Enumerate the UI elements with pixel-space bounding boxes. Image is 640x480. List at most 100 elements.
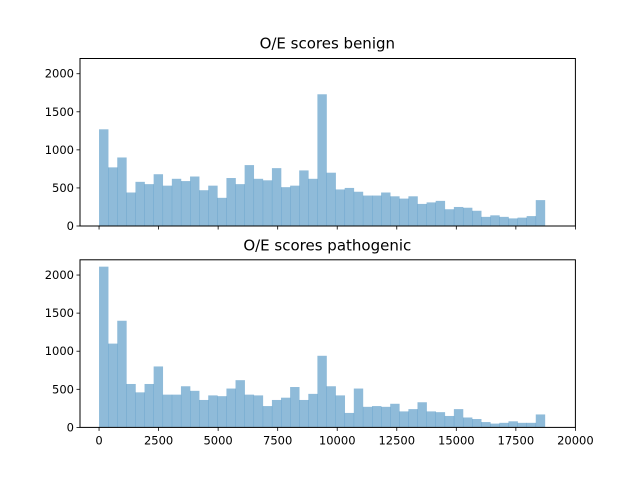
pathogenic-bar: [299, 399, 309, 428]
pathogenic-y-tick-label: 1500: [45, 306, 74, 320]
pathogenic-bar: [499, 422, 509, 428]
benign-y-ticks: 0 500 1000 1500 2000: [45, 67, 80, 233]
benign-bar: [362, 195, 373, 226]
pathogenic-y-tick-label: 500: [52, 382, 74, 396]
benign-bar: [299, 170, 309, 226]
pathogenic-bar: [444, 415, 455, 428]
pathogenic-bar: [535, 414, 546, 428]
benign-bar: [217, 197, 227, 226]
benign-bar: [435, 200, 446, 227]
pathogenic-bar: [180, 386, 191, 428]
benign-bar: [171, 178, 182, 226]
pathogenic-bar: [390, 403, 400, 428]
benign-y-tick-label: 500: [52, 181, 74, 195]
pathogenic-x-tick-label: 7500: [263, 433, 292, 447]
benign-bar: [499, 216, 509, 226]
pathogenic-bars: [99, 266, 546, 428]
benign-x-ticks: [98, 226, 576, 230]
pathogenic-bar: [117, 320, 127, 428]
pathogenic-bar: [335, 395, 346, 428]
benign-bars: [99, 94, 546, 227]
benign-bar: [199, 190, 209, 226]
pathogenic-bar: [199, 399, 209, 428]
pathogenic-x-tick-label: 17500: [498, 433, 535, 447]
benign-y-tick-label: 0: [67, 219, 74, 233]
pathogenic-y-tick-label: 1000: [45, 344, 74, 358]
pathogenic-x-tick-label: 15000: [438, 433, 475, 447]
benign-bar: [262, 180, 273, 226]
benign-bar: [308, 178, 318, 226]
benign-bar: [135, 181, 145, 226]
benign-bar: [481, 216, 491, 226]
pathogenic-x-tick-label: 0: [95, 433, 102, 447]
benign-histogram-axes: O/E scores benign 0 500 1000 1500 2000: [45, 35, 576, 233]
pathogenic-bar: [308, 393, 318, 428]
pathogenic-bar: [353, 388, 364, 428]
pathogenic-x-tick-label: 2500: [144, 433, 173, 447]
benign-bar: [235, 184, 245, 227]
pathogenic-bar: [162, 394, 173, 428]
benign-bar: [108, 167, 118, 227]
pathogenic-bar: [262, 406, 273, 428]
pathogenic-bar: [408, 409, 418, 428]
benign-bar: [426, 202, 436, 226]
benign-bar: [290, 185, 300, 226]
pathogenic-bar: [344, 412, 355, 428]
pathogenic-bar: [453, 409, 464, 428]
benign-bar: [417, 203, 427, 226]
benign-bar: [472, 210, 482, 226]
pathogenic-x-tick-label: 5000: [203, 433, 232, 447]
benign-bar: [271, 168, 282, 226]
pathogenic-bar: [362, 406, 373, 428]
pathogenic-bar: [381, 406, 391, 428]
benign-bar: [208, 185, 218, 226]
pathogenic-x-tick-label: 12500: [378, 433, 415, 447]
pathogenic-bar: [253, 395, 264, 428]
benign-bar: [190, 176, 200, 226]
benign-bar: [390, 196, 400, 226]
benign-bar: [244, 165, 255, 226]
benign-bar: [381, 192, 391, 226]
benign-bar: [399, 198, 409, 226]
pathogenic-bar: [244, 394, 255, 428]
pathogenic-bar: [317, 355, 327, 428]
benign-chart-title: O/E scores benign: [260, 35, 395, 53]
benign-y-tick-label: 2000: [45, 67, 74, 81]
benign-bar: [281, 187, 291, 226]
pathogenic-bar: [126, 383, 136, 428]
benign-y-tick-label: 1000: [45, 143, 74, 157]
pathogenic-bar: [372, 406, 382, 428]
pathogenic-chart-title: O/E scores pathogenic: [243, 237, 411, 255]
benign-bar: [462, 207, 473, 226]
pathogenic-x-ticks: 0 2500 5000 7500 10000 12500 15000 17500 20000: [95, 427, 594, 447]
benign-bar: [508, 218, 518, 226]
pathogenic-bar: [490, 423, 500, 428]
benign-bar: [253, 178, 264, 226]
benign-bar: [535, 200, 546, 226]
benign-bar: [408, 196, 418, 226]
pathogenic-bar: [481, 422, 491, 428]
pathogenic-bar: [226, 388, 236, 428]
pathogenic-bar: [108, 343, 118, 428]
benign-bar: [117, 157, 127, 226]
benign-bar: [144, 184, 154, 227]
pathogenic-bar: [399, 411, 409, 428]
pathogenic-bar: [190, 390, 200, 428]
pathogenic-bar: [426, 411, 436, 428]
pathogenic-axes-frame: [79, 259, 576, 428]
benign-bar: [444, 209, 455, 226]
benign-bar: [180, 181, 191, 226]
pathogenic-bar: [208, 395, 218, 428]
benign-bar: [335, 189, 346, 226]
pathogenic-bar: [472, 419, 482, 428]
benign-bar: [517, 217, 527, 227]
pathogenic-y-tick-label: 2000: [45, 268, 74, 282]
benign-y-tick-label: 1500: [45, 105, 74, 119]
pathogenic-bar: [290, 387, 300, 428]
pathogenic-bar: [171, 394, 182, 428]
pathogenic-bar: [462, 417, 473, 428]
benign-bar: [453, 206, 464, 226]
benign-bar: [162, 185, 173, 226]
pathogenic-x-tick-label: 10000: [319, 433, 356, 447]
